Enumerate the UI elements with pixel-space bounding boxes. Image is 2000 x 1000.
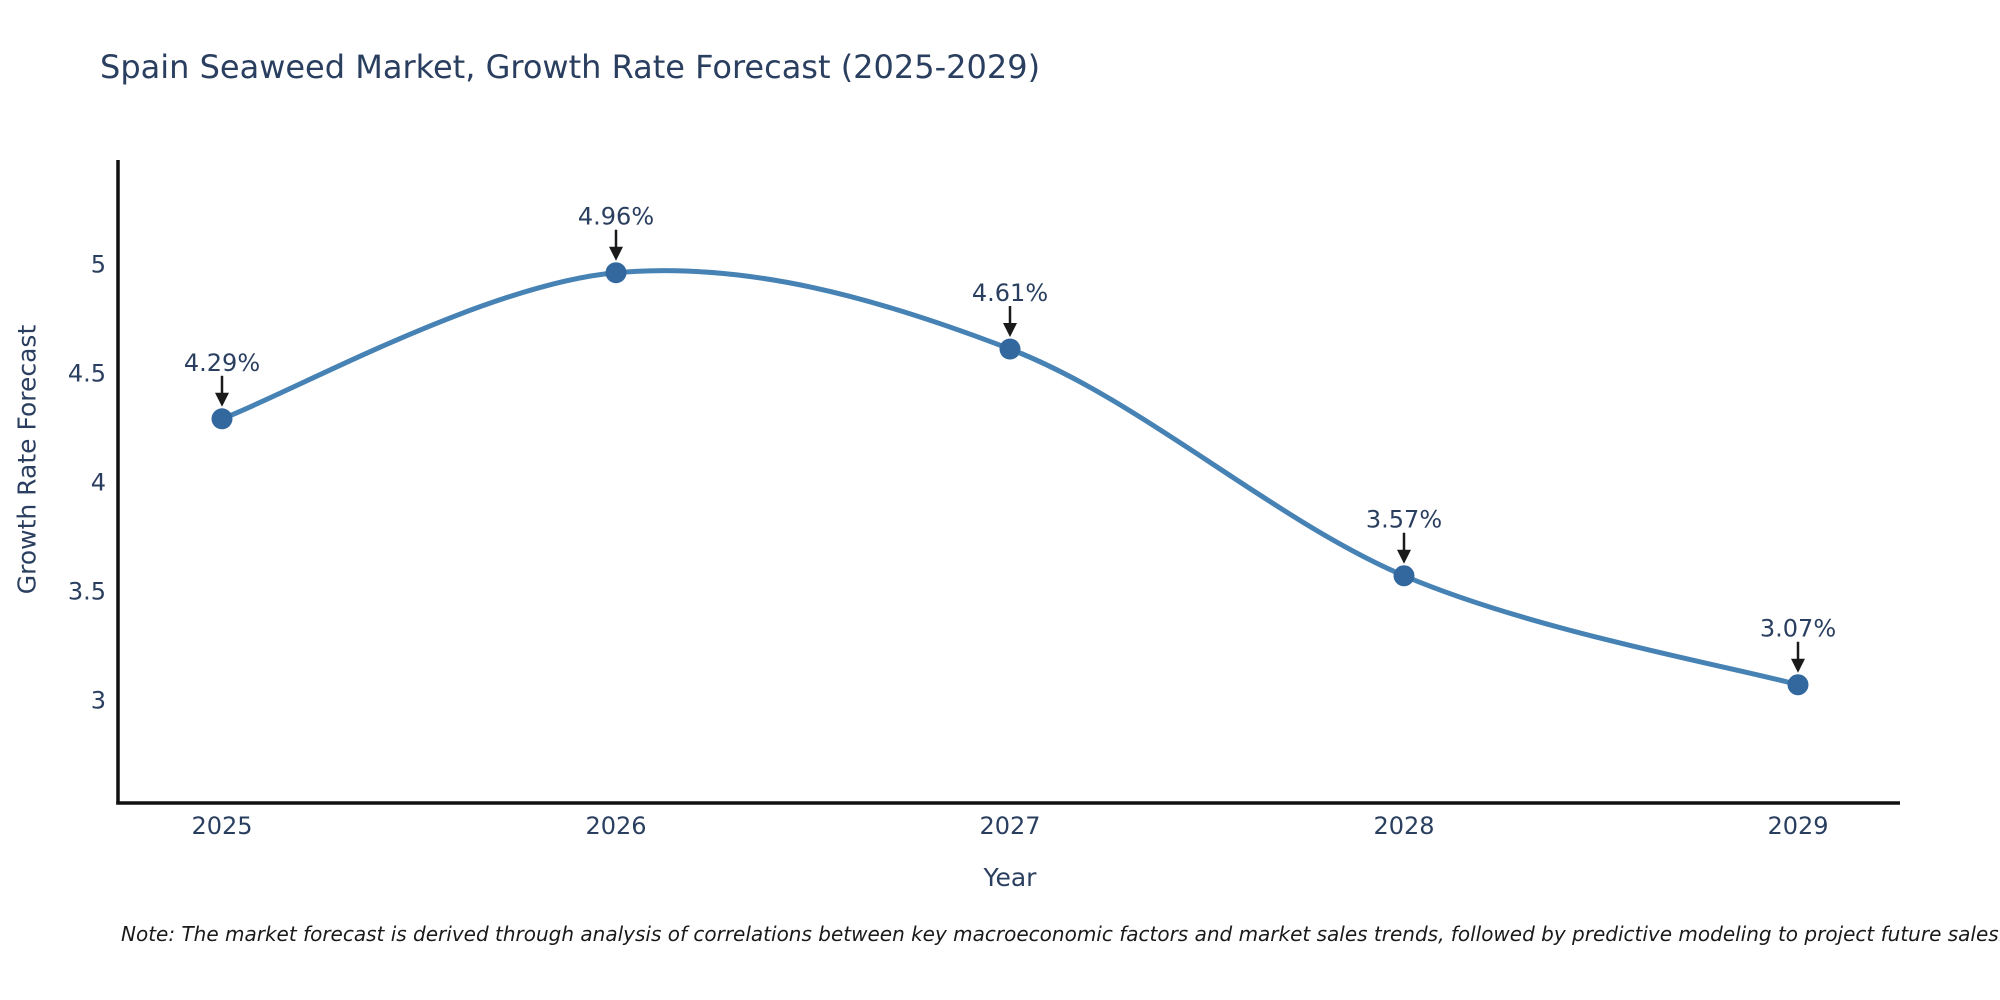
y-tick-label: 5 — [91, 251, 106, 279]
x-tick-label: 2027 — [979, 812, 1040, 840]
y-tick-label: 4.5 — [68, 360, 106, 388]
data-point-marker — [999, 338, 1021, 360]
data-point-marker — [211, 408, 233, 430]
point-annotation-label: 4.29% — [184, 349, 260, 377]
data-point-marker — [605, 262, 627, 284]
footnote: Note: The market forecast is derived thr… — [121, 922, 2000, 946]
annotation-arrowhead-icon — [1003, 323, 1017, 338]
point-annotation-label: 4.61% — [972, 279, 1048, 307]
annotation-arrowhead-icon — [1791, 658, 1805, 673]
chart-title: Spain Seaweed Market, Growth Rate Foreca… — [100, 48, 1041, 86]
annotation-arrowhead-icon — [215, 392, 229, 407]
point-annotation-label: 3.57% — [1366, 506, 1442, 534]
y-tick-label: 3 — [91, 687, 106, 715]
annotation-arrowhead-icon — [609, 246, 623, 261]
x-tick-label: 2028 — [1373, 812, 1434, 840]
y-tick-label: 3.5 — [68, 578, 106, 606]
point-annotation-label: 3.07% — [1760, 615, 1836, 643]
data-point-marker — [1787, 674, 1809, 696]
point-annotation-label: 4.96% — [578, 203, 654, 231]
data-point-marker — [1393, 565, 1415, 587]
x-tick-label: 2029 — [1767, 812, 1828, 840]
y-tick-label: 4 — [91, 469, 106, 497]
x-tick-label: 2026 — [585, 812, 646, 840]
annotation-arrowhead-icon — [1397, 549, 1411, 564]
x-axis-title: Year — [983, 863, 1037, 892]
x-tick-label: 2025 — [191, 812, 252, 840]
